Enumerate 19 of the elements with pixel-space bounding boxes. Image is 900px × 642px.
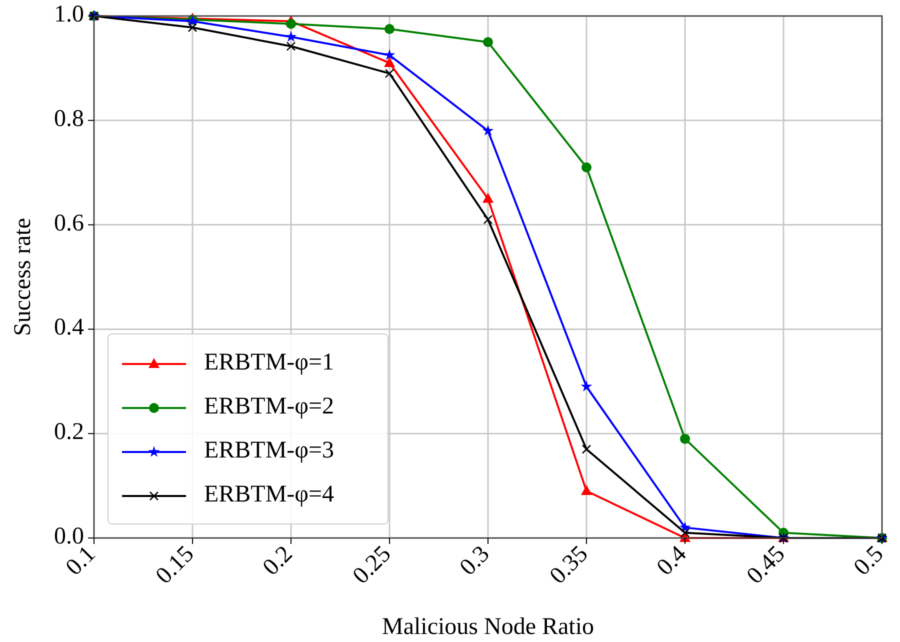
x-tick-label: 0.35 <box>545 541 594 590</box>
x-tick-label: 0.4 <box>652 541 692 581</box>
y-tick-label: 0.6 <box>54 210 84 236</box>
y-tick-label: 1.0 <box>54 2 84 28</box>
legend-label: ERBTM-φ=4 <box>204 482 334 508</box>
legend-label: ERBTM-φ=3 <box>204 438 334 464</box>
x-tick-label: 0.25 <box>348 541 396 590</box>
x-tick-label: 0.5 <box>849 541 889 581</box>
x-axis-title: Malicious Node Ratio <box>382 614 594 640</box>
x-tick-label: 0.3 <box>455 541 495 581</box>
y-tick-label: 0.8 <box>54 106 84 132</box>
legend-label: ERBTM-φ=2 <box>204 394 334 420</box>
legend-label: ERBTM-φ=1 <box>204 350 334 376</box>
x-tick-label: 0.15 <box>151 541 200 590</box>
y-axis-title: Success rate <box>10 218 36 336</box>
x-tick-label: 0.2 <box>258 541 298 581</box>
y-tick-label: 0.4 <box>54 314 84 341</box>
x-tick-label: 0.45 <box>742 541 790 590</box>
y-tick-label: 0.2 <box>54 419 84 446</box>
